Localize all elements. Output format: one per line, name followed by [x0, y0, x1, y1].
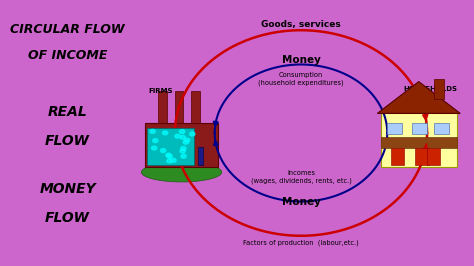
- Circle shape: [181, 147, 186, 150]
- Text: FIRMS: FIRMS: [148, 88, 173, 94]
- Text: OF INCOME: OF INCOME: [28, 49, 107, 62]
- Circle shape: [190, 132, 195, 136]
- Circle shape: [175, 134, 180, 138]
- Text: Consumption
(household expenditures): Consumption (household expenditures): [258, 72, 344, 86]
- Bar: [427, 148, 440, 165]
- Text: Money: Money: [282, 55, 320, 65]
- Bar: [158, 92, 166, 123]
- Circle shape: [167, 159, 172, 163]
- Text: Money: Money: [282, 197, 320, 206]
- Bar: [412, 123, 427, 134]
- Bar: [381, 113, 457, 167]
- Circle shape: [150, 129, 155, 133]
- Circle shape: [180, 130, 185, 134]
- Circle shape: [181, 154, 186, 158]
- Text: REAL: REAL: [48, 105, 87, 119]
- Bar: [146, 128, 194, 165]
- Polygon shape: [377, 82, 460, 113]
- Text: MONEY: MONEY: [39, 182, 96, 196]
- Bar: [191, 92, 200, 123]
- Circle shape: [183, 140, 189, 144]
- Circle shape: [171, 158, 176, 162]
- Circle shape: [161, 149, 166, 152]
- Bar: [198, 147, 203, 165]
- Text: FLOW: FLOW: [45, 211, 90, 225]
- Circle shape: [166, 153, 171, 157]
- Circle shape: [163, 131, 168, 135]
- Circle shape: [184, 138, 190, 142]
- Text: Incomes
(wages, dividends, rents, etc.): Incomes (wages, dividends, rents, etc.): [251, 170, 351, 184]
- Bar: [391, 148, 404, 165]
- Circle shape: [153, 139, 158, 143]
- Bar: [381, 136, 457, 148]
- Bar: [145, 123, 218, 167]
- Bar: [434, 123, 448, 134]
- Circle shape: [180, 135, 185, 139]
- Ellipse shape: [141, 162, 222, 182]
- Bar: [175, 92, 183, 123]
- Text: Goods, services: Goods, services: [261, 20, 341, 30]
- Bar: [434, 79, 444, 99]
- Bar: [387, 123, 402, 134]
- Text: CIRCULAR FLOW: CIRCULAR FLOW: [10, 23, 125, 36]
- Text: Factors of production  (labour,etc.): Factors of production (labour,etc.): [243, 240, 359, 246]
- Text: HOUSEHOLDS: HOUSEHOLDS: [403, 86, 457, 92]
- Circle shape: [152, 146, 157, 150]
- Circle shape: [167, 154, 172, 158]
- Text: FLOW: FLOW: [45, 134, 90, 148]
- Circle shape: [180, 149, 185, 153]
- Bar: [415, 148, 428, 165]
